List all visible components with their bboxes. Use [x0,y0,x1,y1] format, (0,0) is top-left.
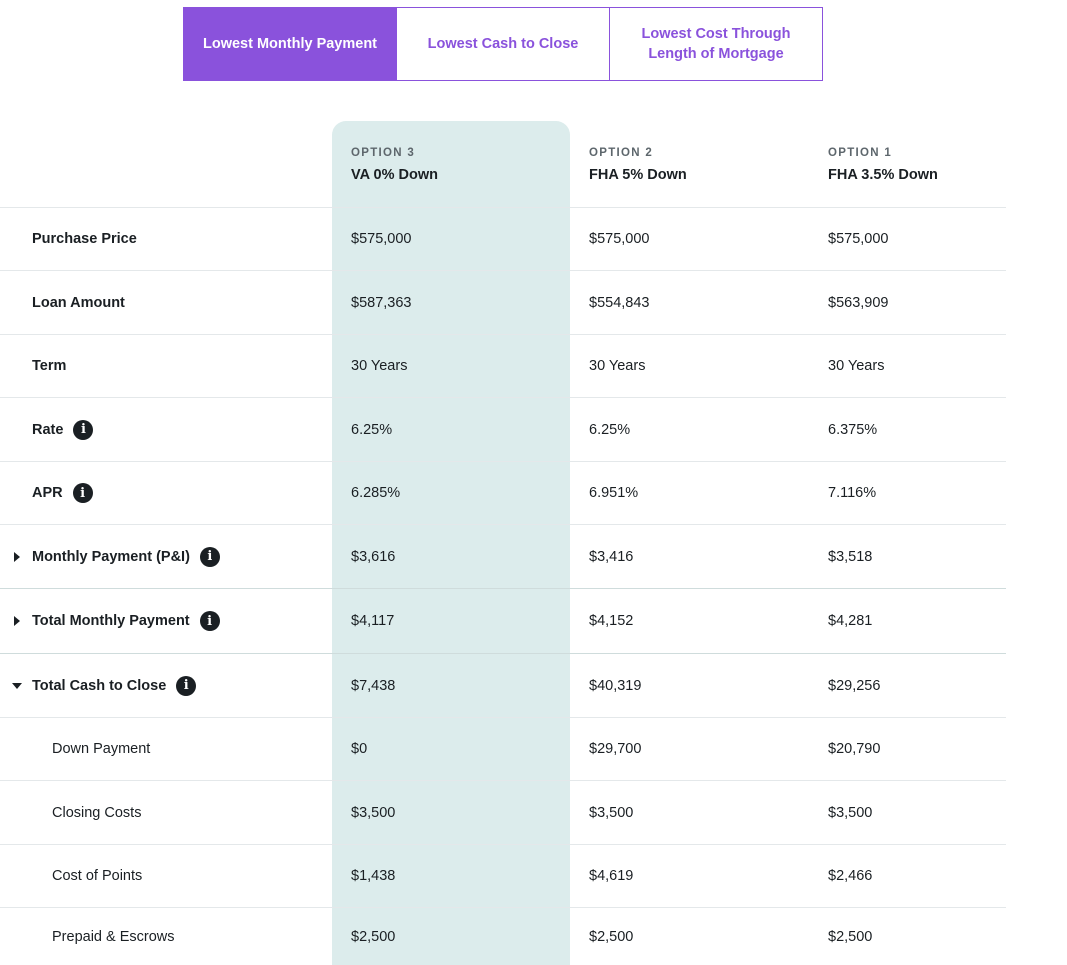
row-label-monthly-payment[interactable]: Monthly Payment (P&I) i [32,525,220,588]
sort-toggle: Lowest Monthly Payment Lowest Cash to Cl… [183,7,823,81]
value-option-3: $3,500 [351,804,396,821]
value-option-3: 6.285% [351,485,401,501]
row-label-rate: Rate i [32,398,94,461]
value-option-2: $3,416 [589,548,634,565]
highlighted-option-column [332,121,570,965]
value-option-2: $575,000 [589,231,650,247]
row-rate: Rate i 6.25% 6.25% 6.375% [0,397,1006,461]
value-option-3: 6.25% [351,421,393,438]
row-total-monthly-payment[interactable]: Total Monthly Payment i $4,117 $4,152 $4… [0,588,1006,653]
row-label-total-monthly-payment[interactable]: Total Monthly Payment i [32,589,220,653]
value-option-2: $29,700 [589,741,642,757]
row-label: Rate [32,421,64,438]
value-option-1: $2,500 [828,928,873,945]
value-option-2: $4,152 [589,613,634,629]
value-option-2: $2,500 [589,928,634,945]
value-option-1: $20,790 [828,741,881,757]
value-option-2: $554,843 [589,294,650,311]
info-icon[interactable]: i [176,675,197,696]
row-total-cash-to-close[interactable]: Total Cash to Close i $7,438 $40,319 $29… [0,653,1006,717]
option-name: FHA 5% Down [589,167,687,183]
row-prepaid-escrows: Prepaid & Escrows $2,500 $2,500 $2,500 [0,907,1006,965]
column-header-option-3: OPTION 3 VA 0% Down [351,146,438,185]
info-icon[interactable]: i [73,419,94,440]
value-option-1: $563,909 [828,294,889,311]
value-option-3: $2,500 [351,928,396,945]
row-loan-amount: Loan Amount $587,363 $554,843 $563,909 [0,270,1006,334]
value-option-3: $4,117 [351,613,395,629]
caret-down-icon[interactable] [11,654,22,717]
row-closing-costs: Closing Costs $3,500 $3,500 $3,500 [0,780,1006,844]
value-option-1: $575,000 [828,231,889,247]
row-label: Closing Costs [52,804,142,821]
value-option-3: 30 Years [351,358,408,374]
row-label: Total Monthly Payment [32,613,190,629]
value-option-2: 6.25% [589,421,631,438]
row-monthly-payment-pi[interactable]: Monthly Payment (P&I) i $3,616 $3,416 $3… [0,524,1006,588]
value-option-3: $3,616 [351,548,396,565]
value-option-2: 6.951% [589,485,639,501]
option-number: OPTION 2 [589,147,654,159]
info-icon[interactable]: i [72,483,93,503]
column-header-option-2: OPTION 2 FHA 5% Down [589,146,687,185]
row-label-total-cash-to-close[interactable]: Total Cash to Close i [32,654,197,717]
caret-right-icon[interactable] [11,589,20,653]
value-option-1: $4,281 [828,613,873,629]
row-cost-of-points: Cost of Points $1,438 $4,619 $2,466 [0,844,1006,907]
tab-lowest-monthly-payment[interactable]: Lowest Monthly Payment [184,8,396,80]
row-purchase-price: Purchase Price $575,000 $575,000 $575,00… [0,207,1006,270]
row-label: Prepaid & Escrows [52,928,175,945]
value-option-3: $7,438 [351,677,396,694]
value-option-2: $40,319 [589,677,642,694]
option-number: OPTION 3 [351,147,416,159]
caret-right-icon[interactable] [11,525,20,588]
option-name: VA 0% Down [351,167,439,183]
row-label: APR [32,485,63,501]
value-option-2: $3,500 [589,804,634,821]
row-label: Monthly Payment (P&I) [32,548,190,565]
info-icon[interactable]: i [199,611,220,631]
row-label: Total Cash to Close [32,677,167,694]
value-option-2: 30 Years [589,358,646,374]
row-label: Cost of Points [52,868,143,884]
value-option-1: 30 Years [828,358,885,374]
row-label: Term [32,358,67,374]
row-label: Loan Amount [32,294,125,311]
row-down-payment: Down Payment $0 $29,700 $20,790 [0,717,1006,780]
value-option-1: 7.116% [828,485,877,501]
value-option-1: $3,500 [828,804,873,821]
column-header-option-1: OPTION 1 FHA 3.5% Down [828,146,938,185]
value-option-1: $29,256 [828,677,881,694]
value-option-1: $2,466 [828,868,873,884]
value-option-3: $575,000 [351,231,412,247]
row-label-apr: APR i [32,462,93,524]
value-option-3: $1,438 [351,868,396,884]
row-label: Purchase Price [32,231,137,247]
value-option-2: $4,619 [589,868,634,884]
row-label: Down Payment [52,741,151,757]
row-term: Term 30 Years 30 Years 30 Years [0,334,1006,397]
tab-lowest-cost-through-length-of-mortgage[interactable]: Lowest Cost Through Length of Mortgage [609,8,822,80]
value-option-3: $0 [351,741,368,757]
option-name: FHA 3.5% Down [828,167,938,183]
tab-lowest-cash-to-close[interactable]: Lowest Cash to Close [396,8,609,80]
value-option-1: $3,518 [828,548,873,565]
value-option-3: $587,363 [351,294,412,311]
row-apr: APR i 6.285% 6.951% 7.116% [0,461,1006,524]
info-icon[interactable]: i [199,546,220,567]
value-option-1: 6.375% [828,421,878,438]
option-number: OPTION 1 [828,147,893,159]
